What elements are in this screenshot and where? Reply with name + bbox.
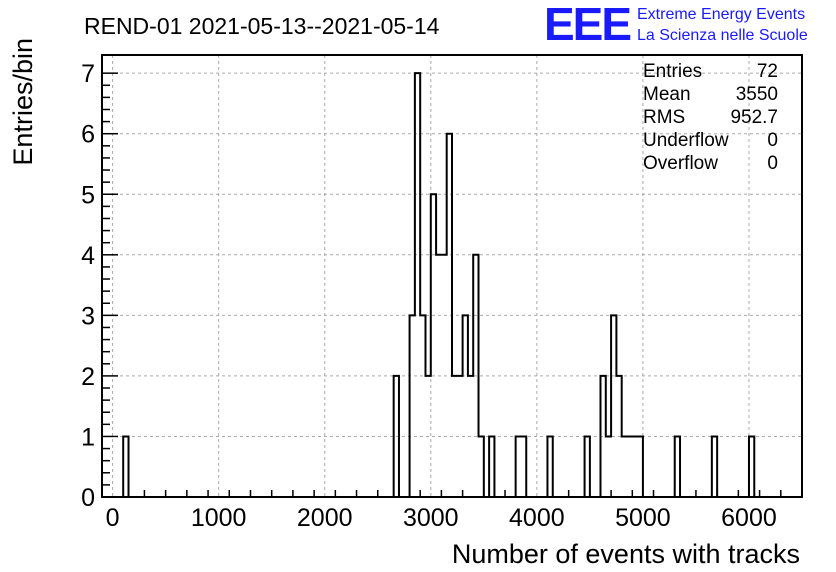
plot-frame [101, 54, 803, 498]
stat-value: 0 [767, 130, 778, 151]
x-tick-label: 6000 [721, 504, 777, 532]
x-tick-label: 5000 [615, 504, 671, 532]
stat-label: Overflow [643, 153, 718, 174]
y-tick-label: 4 [81, 242, 95, 270]
axis-ticks [101, 72, 803, 498]
x-tick-label: 1000 [191, 504, 247, 532]
logo-mark: EEE [544, 0, 630, 50]
stat-label: RMS [643, 107, 685, 128]
stat-label: Underflow [643, 130, 729, 151]
chart-title: REND-01 2021-05-13--2021-05-14 [84, 13, 440, 39]
y-tick-label: 2 [81, 363, 95, 391]
stat-label: Entries [643, 61, 702, 82]
y-tick-label: 3 [81, 302, 95, 330]
eee-logo: EEE Extreme Energy Events La Scienza nel… [544, 0, 808, 50]
axis-tick-labels: 0 1000 2000 3000 4000 5000 6000 0 1 2 3 4 5 6 7 [81, 60, 777, 532]
logo-line2: La Scienza nelle Scuole [637, 27, 808, 44]
x-tick-label: 4000 [509, 504, 565, 532]
stat-value: 952.7 [730, 107, 778, 128]
y-axis-label: Entries/bin [8, 38, 38, 166]
stat-label: Mean [643, 84, 691, 105]
x-axis-label: Number of events with tracks [452, 539, 800, 569]
logo-line1: Extreme Energy Events [637, 6, 805, 23]
x-tick-label: 0 [106, 504, 120, 532]
x-tick-label: 3000 [403, 504, 459, 532]
x-tick-label: 2000 [297, 504, 353, 532]
y-tick-label: 5 [81, 181, 95, 209]
y-tick-label: 0 [81, 484, 95, 512]
stat-value: 0 [767, 153, 778, 174]
stat-value: 72 [757, 61, 778, 82]
y-tick-label: 7 [81, 60, 95, 88]
stat-value: 3550 [736, 84, 778, 105]
y-tick-label: 6 [81, 121, 95, 149]
y-tick-label: 1 [81, 423, 95, 451]
